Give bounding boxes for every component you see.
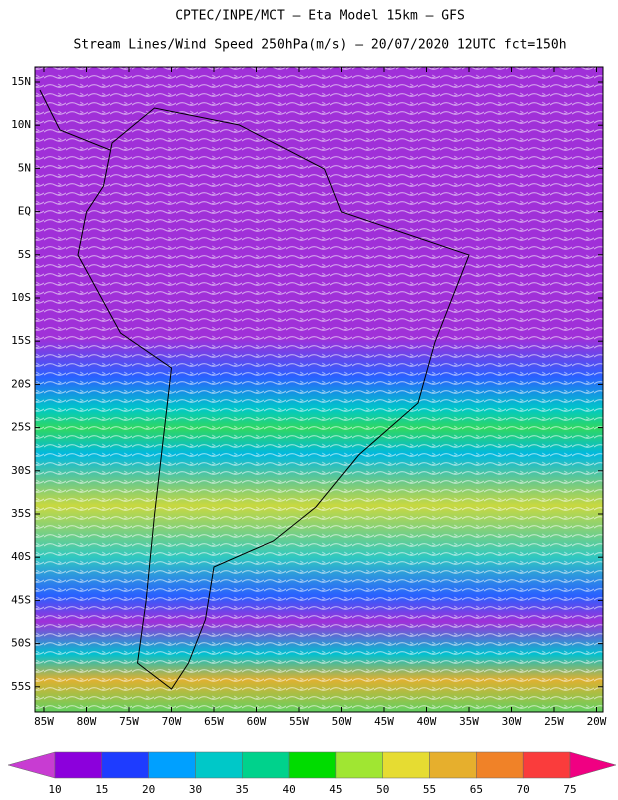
- lon-label: 45W: [374, 715, 394, 728]
- coastline: [39, 89, 111, 151]
- lon-label: 55W: [289, 715, 309, 728]
- lat-label: 10N: [11, 118, 31, 131]
- colorbar-label: 50: [376, 783, 389, 796]
- lat-label: 15S: [11, 334, 31, 347]
- colorbar-box: [335, 751, 383, 779]
- lon-label: 85W: [34, 715, 54, 728]
- colorbar-under: [7, 751, 56, 779]
- lon-label: 60W: [247, 715, 267, 728]
- lon-label: 25W: [544, 715, 564, 728]
- lat-label: 5S: [18, 248, 31, 261]
- colorbar-label: 75: [563, 783, 576, 796]
- lon-label: 65W: [204, 715, 224, 728]
- colorbar: 10 15 20 30 35 40 45 50 55 65 70 75: [7, 751, 617, 796]
- stream-lines: [35, 67, 603, 712]
- colorbar-label: 40: [282, 783, 295, 796]
- lon-label: 40W: [417, 715, 437, 728]
- colorbar-label: 45: [329, 783, 342, 796]
- lon-label: 70W: [162, 715, 182, 728]
- lat-label: 30S: [11, 464, 31, 477]
- lat-label: EQ: [18, 205, 31, 218]
- lon-label: 75W: [119, 715, 139, 728]
- lat-label: 15N: [11, 75, 31, 88]
- axes: 15N 10N 5N EQ 5S 10S 15S 20S 25S 30S 35S 40S 45S 50S 5…: [11, 67, 607, 728]
- subtitle: Stream Lines/Wind Speed 250hPa(m/s) – 20…: [73, 38, 566, 53]
- colorbar-label: 35: [236, 783, 249, 796]
- lat-label: 10S: [11, 291, 31, 304]
- colorbar-label: 55: [423, 783, 436, 796]
- lat-label: 25S: [11, 421, 31, 434]
- colorbar-label: 65: [470, 783, 483, 796]
- colorbar-box: [429, 751, 477, 779]
- lat-label: 45S: [11, 593, 31, 606]
- colorbar-label: 70: [517, 783, 530, 796]
- lon-label: 35W: [459, 715, 479, 728]
- lat-label: 5N: [18, 161, 31, 174]
- lon-label: 80W: [77, 715, 97, 728]
- colorbar-box: [54, 751, 103, 779]
- lon-label: 20W: [587, 715, 607, 728]
- lat-label: 35S: [11, 507, 31, 520]
- colorbar-label: 15: [95, 783, 108, 796]
- colorbar-box: [101, 751, 149, 779]
- colorbar-box: [148, 751, 196, 779]
- colorbar-over: [569, 751, 617, 779]
- colorbar-box: [288, 751, 337, 779]
- map-frame: [34, 66, 604, 713]
- colorbar-box: [242, 751, 290, 779]
- colorbar-box: [522, 751, 571, 779]
- lat-label: 20S: [11, 377, 31, 390]
- colorbar-label: 10: [48, 783, 61, 796]
- colorbar-label: 20: [142, 783, 155, 796]
- lon-label: 50W: [332, 715, 352, 728]
- lat-label: 40S: [11, 550, 31, 563]
- coastline: [77, 107, 470, 690]
- lat-label: 50S: [11, 637, 31, 650]
- lat-label: 55S: [11, 680, 31, 693]
- colorbar-label: 30: [189, 783, 202, 796]
- title: CPTEC/INPE/MCT – Eta Model 15km – GFS: [175, 9, 465, 24]
- colorbar-box: [382, 751, 430, 779]
- colorbar-box: [195, 751, 243, 779]
- colorbar-box: [476, 751, 524, 779]
- map-field: [35, 67, 603, 712]
- lon-label: 30W: [502, 715, 522, 728]
